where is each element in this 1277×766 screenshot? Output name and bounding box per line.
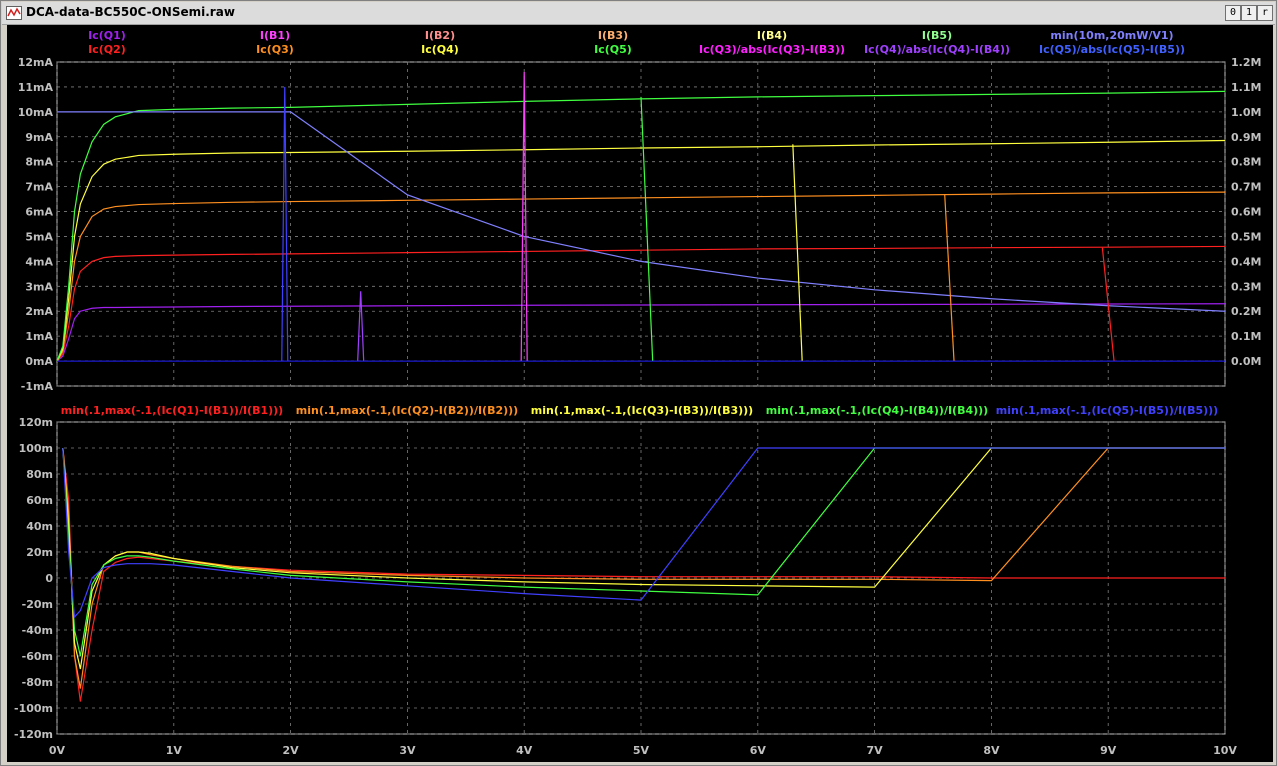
top-y-tick-left: 5mA xyxy=(25,230,53,243)
spike-mark xyxy=(357,291,365,362)
title-bar[interactable]: DCA-data-BC550C-ONSemi.raw 0 1 r xyxy=(2,2,1275,25)
legend-entry: I(B1) xyxy=(260,29,290,42)
minimize-button[interactable]: 0 xyxy=(1225,5,1241,21)
top-y-tick-left: 12mA xyxy=(18,56,54,69)
spike-mark xyxy=(520,71,528,362)
top-y-tick-left: 8mA xyxy=(25,156,53,169)
legend-entry: I(B3) xyxy=(598,29,628,42)
drop-mark xyxy=(792,144,803,362)
bottom-y-tick: 80m xyxy=(26,468,53,481)
bottom-y-tick: -120m xyxy=(14,728,53,741)
legend-entry: Ic(Q1) xyxy=(88,29,126,42)
x-tick: 3V xyxy=(399,744,416,757)
bottom-y-tick: -100m xyxy=(14,702,53,715)
top-y-tick-left: 4mA xyxy=(25,255,53,268)
bottom-y-tick: 120m xyxy=(19,416,53,429)
x-tick: 2V xyxy=(283,744,300,757)
top-y-tick-right: 1.2M xyxy=(1231,56,1261,69)
series-line xyxy=(62,447,1225,657)
bottom-y-tick: 0 xyxy=(45,572,53,585)
x-tick: 5V xyxy=(633,744,650,757)
legend-entry: min(.1,max(-.1,(Ic(Q3)-I(B3))/I(B3))) xyxy=(531,404,753,417)
legend-entry: Ic(Q3) xyxy=(256,43,294,56)
drop-mark xyxy=(944,194,955,362)
top-y-tick-right: 1.0M xyxy=(1231,106,1261,119)
x-tick: 7V xyxy=(867,744,884,757)
drop-mark xyxy=(1101,247,1115,362)
x-tick: 10V xyxy=(1213,744,1237,757)
bottom-y-tick: 20m xyxy=(26,546,53,559)
series-line xyxy=(62,447,1225,670)
series-line xyxy=(56,90,1226,362)
legend-entry: min(.1,max(-.1,(Ic(Q2)-I(B2))/I(B2))) xyxy=(296,404,518,417)
drop-mark xyxy=(640,96,654,362)
top-y-tick-right: 0.5M xyxy=(1231,230,1261,243)
spike-mark xyxy=(281,86,289,362)
legend-entry: I(B5) xyxy=(922,29,952,42)
top-y-tick-left: 2mA xyxy=(25,305,53,318)
top-y-tick-left: 10mA xyxy=(18,106,54,119)
x-tick: 4V xyxy=(516,744,533,757)
x-tick: 8V xyxy=(983,744,1000,757)
x-tick: 1V xyxy=(166,744,183,757)
top-y-tick-right: 0.8M xyxy=(1231,156,1261,169)
top-y-tick-left: 1mA xyxy=(25,330,53,343)
legend-entry: Ic(Q5)/abs(Ic(Q5)-I(B5)) xyxy=(1039,43,1185,56)
top-y-tick-left: 11mA xyxy=(18,81,54,94)
top-y-tick-left: 3mA xyxy=(25,280,53,293)
top-y-tick-right: 1.1M xyxy=(1231,81,1261,94)
legend-entry: Ic(Q3)/abs(Ic(Q3)-I(B3)) xyxy=(699,43,845,56)
x-tick: 6V xyxy=(750,744,767,757)
legend-entry: min(.1,max(-.1,(Ic(Q4)-I(B4))/I(B4))) xyxy=(766,404,988,417)
top-y-tick-left: -1mA xyxy=(21,380,54,393)
legend-entry: min(.1,max(-.1,(Ic(Q1)-I(B1))/I(B1))) xyxy=(61,404,283,417)
series-line xyxy=(62,447,1225,619)
top-y-tick-right: 0.4M xyxy=(1231,255,1261,268)
bottom-y-tick: -40m xyxy=(22,624,53,637)
bottom-y-tick: -60m xyxy=(22,650,53,663)
bottom-y-tick: -80m xyxy=(22,676,53,689)
top-y-tick-right: 0.1M xyxy=(1231,330,1261,343)
legend-entry: Ic(Q2) xyxy=(88,43,126,56)
legend-entry: Ic(Q5) xyxy=(594,43,632,56)
maximize-button[interactable]: 1 xyxy=(1241,5,1257,21)
legend-entry: I(B4) xyxy=(757,29,787,42)
legend-entry: Ic(Q4)/abs(Ic(Q4)-I(B4)) xyxy=(864,43,1010,56)
top-y-tick-left: 7mA xyxy=(25,181,53,194)
series-line xyxy=(57,111,1226,312)
x-tick: 0V xyxy=(49,744,66,757)
legend-entry: min(.1,max(-.1,(Ic(Q5)-I(B5))/I(B5))) xyxy=(996,404,1218,417)
waveform-icon xyxy=(6,6,22,20)
waveform-plot-area[interactable]: -1mA 0mA 1mA 2mA 3mA 4mA 5mA 6mA 7mA 8mA 9mA 10mA 11… xyxy=(7,25,1273,762)
restore-button[interactable]: r xyxy=(1257,5,1273,21)
series-line xyxy=(56,139,1226,362)
top-y-tick-right: 0.3M xyxy=(1231,280,1261,293)
x-tick: 9V xyxy=(1100,744,1117,757)
top-y-tick-left: 0mA xyxy=(25,355,53,368)
top-y-tick-right: 0.9M xyxy=(1231,131,1261,144)
series-line xyxy=(56,245,1226,362)
top-y-tick-left: 9mA xyxy=(25,131,53,144)
series-line xyxy=(56,303,1226,362)
legend-entry: I(B2) xyxy=(425,29,455,42)
top-y-tick-right: 0.0M xyxy=(1231,355,1261,368)
bottom-y-tick: -20m xyxy=(22,598,53,611)
bottom-y-tick: 40m xyxy=(26,520,53,533)
bottom-y-tick: 60m xyxy=(26,494,53,507)
top-y-tick-right: 0.7M xyxy=(1231,181,1261,194)
window-title: DCA-data-BC550C-ONSemi.raw xyxy=(26,5,235,19)
bottom-y-tick: 100m xyxy=(19,442,53,455)
series-line xyxy=(56,191,1226,362)
top-y-tick-right: 0.2M xyxy=(1231,305,1261,318)
top-y-tick-left: 6mA xyxy=(25,206,53,219)
legend-entry: min(10m,20mW/V1) xyxy=(1050,29,1173,42)
waveform-svg: -1mA 0mA 1mA 2mA 3mA 4mA 5mA 6mA 7mA 8mA 9mA 10mA 11… xyxy=(14,29,1261,757)
series-line xyxy=(62,447,1225,702)
top-y-tick-right: 0.6M xyxy=(1231,206,1261,219)
legend-entry: Ic(Q4) xyxy=(421,43,459,56)
